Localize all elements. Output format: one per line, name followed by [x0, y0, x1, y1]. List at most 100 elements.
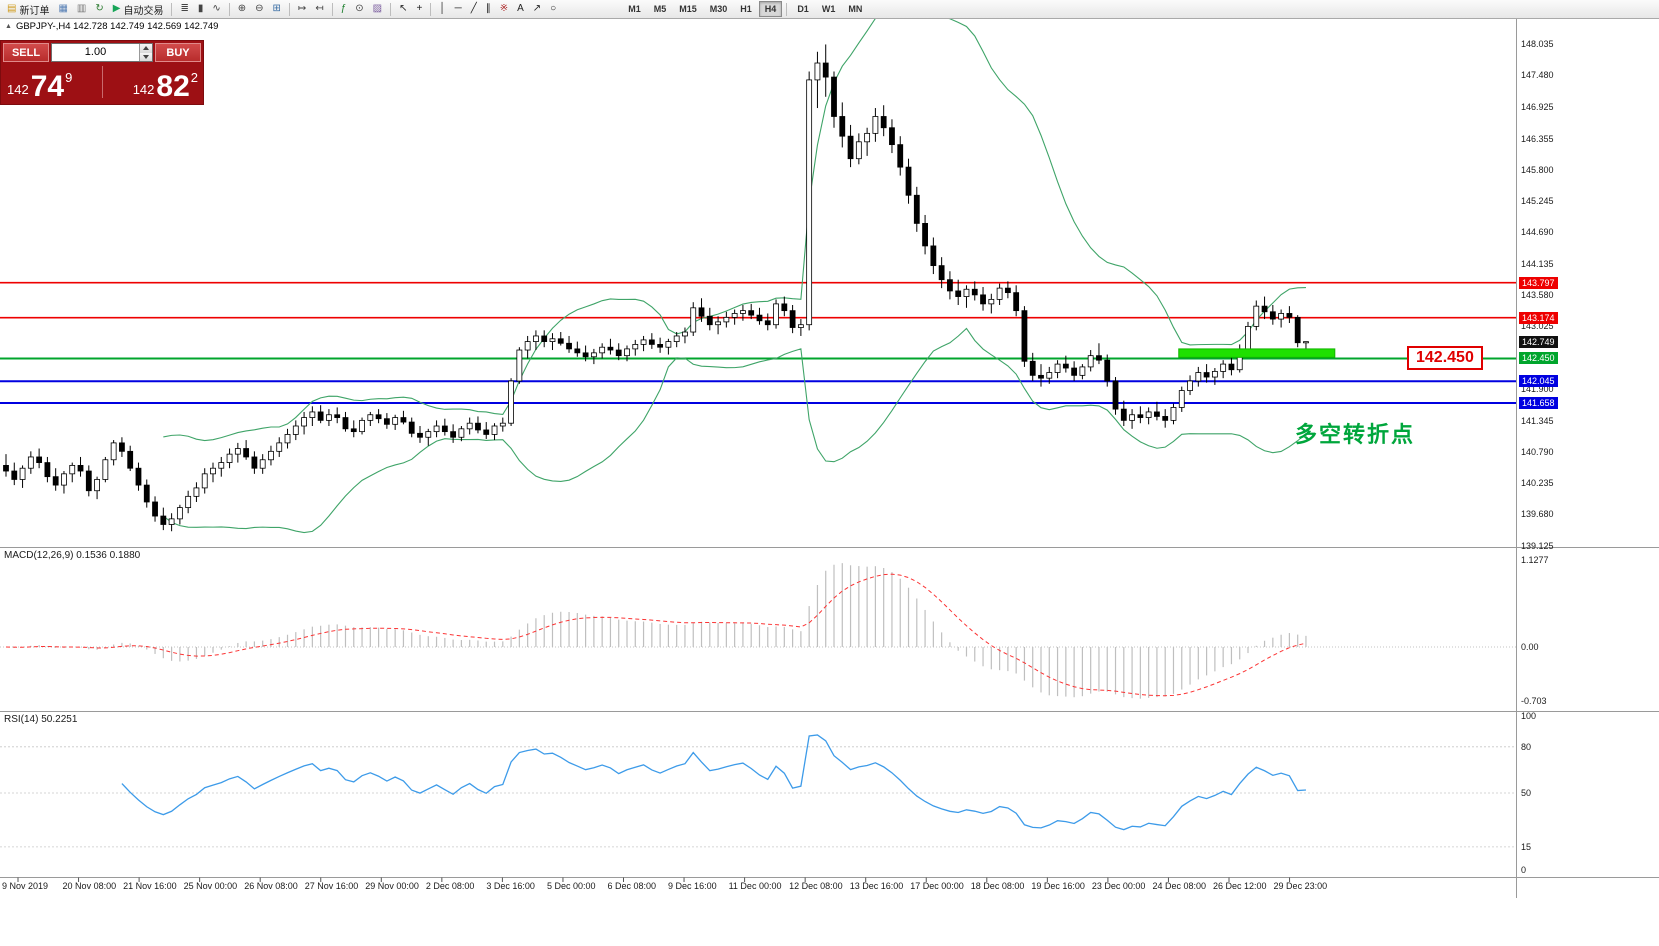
candle-body — [19, 467, 26, 480]
candle-body — [822, 62, 829, 78]
rsi-line — [121, 734, 1307, 831]
candle-body — [110, 442, 117, 461]
vertical-line-button[interactable]: │ — [435, 1, 449, 17]
candle-body — [574, 348, 581, 354]
new-order-button[interactable]: ▤ 新订单 — [3, 1, 53, 17]
volume-increase-button[interactable] — [140, 44, 152, 53]
autotrading-button[interactable]: ▶ 自动交易 — [109, 1, 168, 17]
timeframe-m1-button[interactable]: M1 — [622, 1, 647, 17]
candle-body — [69, 464, 76, 475]
candle-body — [1162, 416, 1169, 421]
candle-body — [615, 349, 622, 357]
crosshair-button[interactable]: + — [413, 1, 427, 17]
new-order-button-label: 新订单 — [19, 5, 50, 17]
timeframe-w1-button[interactable]: W1 — [816, 1, 842, 17]
chart-shift-button[interactable]: ↤ — [311, 1, 327, 17]
candle-body — [284, 434, 291, 444]
zoom-in-button[interactable]: ⊕ — [234, 1, 250, 17]
buy-price[interactable]: 142 82 2 — [133, 70, 198, 101]
candle-body — [1154, 411, 1160, 417]
indicators-button[interactable]: ƒ — [337, 1, 351, 17]
timeframe-m30-button-label: M30 — [709, 4, 728, 14]
candle-body — [1228, 363, 1235, 371]
horizontal-line-button[interactable]: ─ — [451, 1, 466, 17]
candle-body — [508, 380, 514, 424]
periods-button[interactable]: ⊙ — [351, 1, 367, 17]
templates-button[interactable]: ▨ — [369, 1, 386, 17]
tile-windows-icon: ⊞ — [272, 3, 281, 14]
data-window-button[interactable]: ▥ — [73, 1, 90, 17]
candle-body — [806, 79, 813, 326]
main-panel[interactable] — [0, 18, 1516, 534]
candle-body — [1013, 292, 1020, 312]
candlestick-chart-icon: ▮ — [197, 3, 204, 14]
tile-windows-button[interactable]: ⊞ — [269, 1, 285, 17]
trendline-button[interactable]: ╱ — [467, 1, 481, 17]
trade-panel-prices: 142 74 9 142 82 2 — [1, 64, 203, 102]
buy-button[interactable]: BUY — [155, 43, 201, 62]
horizontal-line-icon: ─ — [454, 3, 462, 14]
shapes-icon: ○ — [550, 3, 557, 14]
shapes-button[interactable]: ○ — [546, 1, 560, 17]
candle-body — [61, 473, 67, 486]
candle-body — [350, 428, 357, 433]
macd-panel[interactable] — [0, 563, 1516, 699]
candle-body — [590, 352, 597, 358]
chart-canvas[interactable] — [0, 18, 1659, 946]
bar-chart-button[interactable]: ≣ — [176, 1, 192, 17]
sell-price-prefix: 142 — [7, 82, 29, 97]
candle-body — [334, 414, 341, 418]
timeframe-m30-button[interactable]: M30 — [704, 1, 734, 17]
candle-body — [690, 307, 697, 333]
timeframe-m5-button[interactable]: M5 — [648, 1, 673, 17]
candle-body — [44, 462, 51, 478]
timeframe-d1-button[interactable]: D1 — [791, 1, 815, 17]
timeframe-h4-button[interactable]: H4 — [758, 1, 783, 17]
line-chart-button[interactable]: ∿ — [208, 1, 224, 17]
text-label-button[interactable]: A — [513, 1, 528, 17]
sell-price[interactable]: 142 74 9 — [7, 69, 72, 103]
timeframe-m15-button[interactable]: M15 — [673, 1, 703, 17]
toolbar-separator — [288, 2, 290, 16]
candle-body — [1120, 408, 1127, 421]
candle-body — [831, 76, 837, 117]
candle-body — [342, 417, 349, 430]
volume-value[interactable]: 1.00 — [84, 46, 107, 58]
chart-windows-button[interactable]: ▦ — [54, 1, 71, 17]
auto-scroll-button[interactable]: ↦ — [294, 1, 310, 17]
candle-body — [855, 141, 862, 160]
timeframe-h1-button[interactable]: H1 — [734, 1, 758, 17]
timeframe-m15-button-label: M15 — [679, 4, 697, 14]
volume-decrease-button[interactable] — [140, 52, 152, 61]
sell-button[interactable]: SELL — [3, 43, 49, 62]
candle-body — [359, 419, 365, 433]
sell-price-big: 74 — [30, 69, 65, 103]
rsi-panel[interactable] — [0, 734, 1516, 848]
candle-body — [152, 501, 158, 517]
channel-button[interactable]: ∥ — [482, 1, 495, 17]
timeframe-w1-button-label: W1 — [821, 4, 836, 14]
candle-body — [880, 116, 887, 129]
candle-body — [731, 313, 738, 318]
channel-icon: ∥ — [485, 3, 491, 14]
candle-body — [1145, 411, 1152, 418]
support-highlight-rect[interactable] — [1178, 348, 1336, 358]
volume-field[interactable]: 1.00 — [51, 43, 153, 62]
candle-body — [417, 432, 423, 438]
candle-body — [1211, 371, 1218, 378]
candle-body — [383, 418, 390, 425]
trade-panel-divider — [101, 65, 103, 98]
candle-body — [541, 335, 548, 342]
buy-price-pip: 2 — [190, 70, 198, 85]
timeframe-mn-button[interactable]: MN — [842, 1, 868, 17]
cursor-button[interactable]: ↖ — [395, 1, 411, 17]
arrows-button[interactable]: ↗ — [529, 1, 545, 17]
candlestick-chart-button[interactable]: ▮ — [194, 1, 208, 17]
refresh-button[interactable]: ↻ — [91, 1, 107, 17]
data-window-icon: ▥ — [76, 3, 87, 14]
fibonacci-button[interactable]: ※ — [496, 1, 512, 17]
zoom-out-button[interactable]: ⊖ — [251, 1, 267, 17]
candle-body — [1203, 372, 1210, 378]
candle-body — [367, 414, 374, 421]
candle-body — [557, 338, 564, 344]
